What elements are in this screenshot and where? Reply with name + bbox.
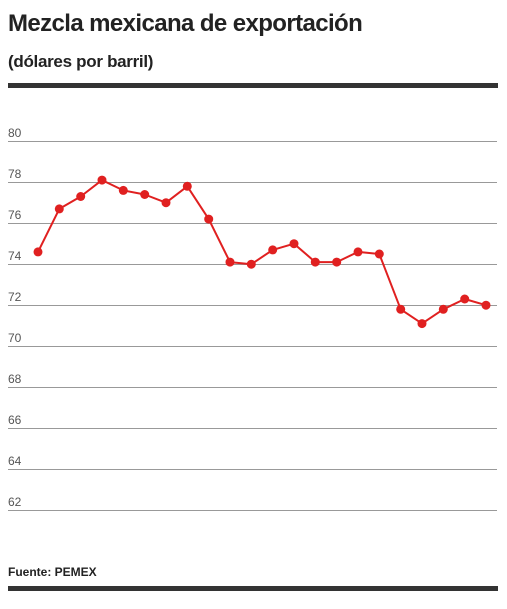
gridlines [8, 141, 497, 511]
chart-subtitle: (dólares por barril) [8, 52, 154, 71]
data-point-13 [289, 239, 299, 249]
bottom-rule [8, 586, 498, 591]
y-axis-tick-labels: 62 64 66 68 70 72 74 76 78 80 [8, 126, 22, 509]
y-tick-label-78: 78 [8, 167, 22, 181]
line-chart: 62 64 66 68 70 72 74 76 78 80 [8, 126, 497, 511]
series-line [37, 179, 487, 325]
y-tick-label-64: 64 [8, 454, 22, 468]
y-tick-label-66: 66 [8, 413, 22, 427]
series-points [33, 175, 491, 329]
data-point-2 [54, 204, 64, 214]
data-point-14 [310, 257, 320, 267]
data-point-20 [438, 304, 448, 314]
y-tick-label-62: 62 [8, 495, 22, 509]
data-point-4 [97, 175, 107, 185]
data-point-15 [332, 257, 342, 267]
data-point-21 [460, 294, 470, 304]
data-point-3 [76, 192, 86, 201]
source-note: Fuente: PEMEX [8, 565, 97, 579]
chart-title: Mezcla mexicana de exportación [8, 10, 363, 37]
series-line-layer [37, 179, 487, 325]
data-point-17 [374, 249, 384, 259]
data-point-18 [396, 304, 406, 314]
data-point-9 [204, 214, 214, 224]
data-point-19 [417, 319, 427, 329]
y-tick-label-74: 74 [8, 249, 22, 263]
y-tick-label-70: 70 [8, 331, 22, 345]
data-point-6 [140, 190, 150, 199]
data-point-8 [182, 181, 192, 191]
data-point-22 [481, 300, 491, 310]
data-point-1 [33, 247, 43, 257]
y-tick-label-80: 80 [8, 126, 22, 140]
data-point-12 [268, 245, 278, 255]
y-tick-label-68: 68 [8, 372, 22, 386]
y-tick-label-72: 72 [8, 290, 22, 304]
data-point-5 [118, 185, 128, 195]
data-point-7 [161, 198, 171, 208]
data-point-16 [353, 247, 363, 257]
data-point-11 [246, 259, 256, 269]
top-rule [8, 83, 498, 88]
data-point-10 [225, 257, 235, 267]
y-tick-label-76: 76 [8, 208, 22, 222]
